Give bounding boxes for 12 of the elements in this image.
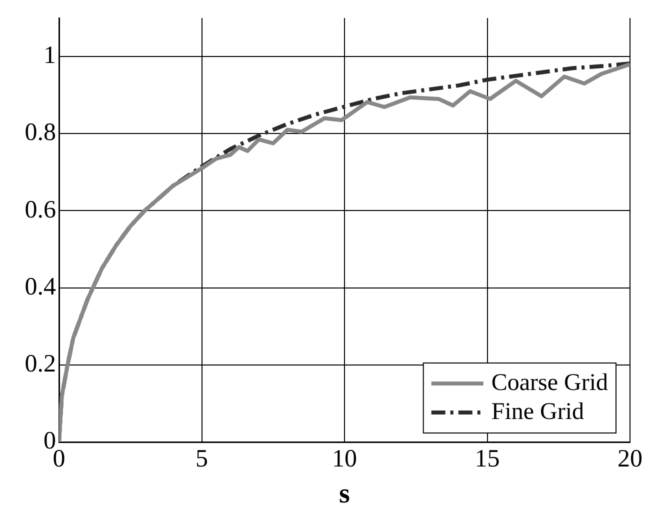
y-tick-label: 1 — [44, 42, 56, 70]
x-tick-label: 5 — [196, 446, 208, 473]
x-tick-label: 15 — [474, 446, 500, 473]
x-tick-label: 20 — [618, 446, 642, 473]
x-tick-label: 10 — [332, 446, 357, 473]
y-tick-label: 0.2 — [24, 350, 56, 378]
x-axis-title: s — [339, 478, 350, 510]
legend-label: Fine Grid — [491, 398, 584, 425]
y-tick-label: 0.4 — [24, 273, 56, 300]
y-tick-label: 0.6 — [24, 196, 56, 224]
y-tick-label: 0.8 — [24, 119, 56, 146]
legend-label: Coarse Grid — [491, 370, 608, 396]
